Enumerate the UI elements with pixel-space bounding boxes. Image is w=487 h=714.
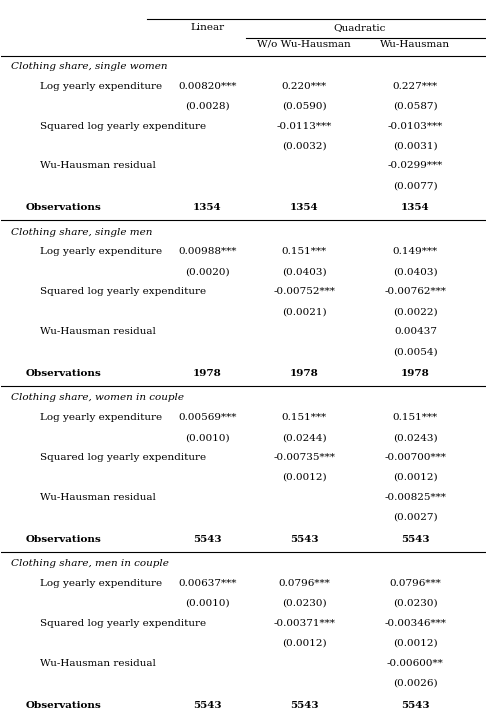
Text: Clothing share, single women: Clothing share, single women bbox=[11, 62, 168, 71]
Text: 1978: 1978 bbox=[193, 369, 222, 378]
Text: (0.0020): (0.0020) bbox=[185, 267, 229, 276]
Text: Quadratic: Quadratic bbox=[334, 23, 386, 32]
Text: (0.0403): (0.0403) bbox=[281, 267, 326, 276]
Text: -0.00371***: -0.00371*** bbox=[273, 619, 335, 628]
Text: (0.0031): (0.0031) bbox=[393, 141, 438, 151]
Text: -0.0103***: -0.0103*** bbox=[388, 121, 443, 131]
Text: -0.00700***: -0.00700*** bbox=[384, 453, 447, 462]
Text: 1354: 1354 bbox=[401, 203, 430, 212]
Text: Squared log yearly expenditure: Squared log yearly expenditure bbox=[40, 121, 206, 131]
Text: Observations: Observations bbox=[26, 535, 101, 544]
Text: W/o Wu-Hausman: W/o Wu-Hausman bbox=[257, 39, 351, 49]
Text: 0.151***: 0.151*** bbox=[393, 413, 438, 422]
Text: 0.0796***: 0.0796*** bbox=[278, 579, 330, 588]
Text: -0.00346***: -0.00346*** bbox=[384, 619, 447, 628]
Text: (0.0010): (0.0010) bbox=[185, 433, 229, 442]
Text: (0.0244): (0.0244) bbox=[281, 433, 326, 442]
Text: Wu-Hausman residual: Wu-Hausman residual bbox=[40, 658, 156, 668]
Text: Wu-Hausman residual: Wu-Hausman residual bbox=[40, 327, 156, 336]
Text: (0.0028): (0.0028) bbox=[185, 101, 229, 111]
Text: 0.00569***: 0.00569*** bbox=[178, 413, 236, 422]
Text: 0.151***: 0.151*** bbox=[281, 413, 327, 422]
Text: Log yearly expenditure: Log yearly expenditure bbox=[40, 579, 162, 588]
Text: 1978: 1978 bbox=[401, 369, 430, 378]
Text: Clothing share, women in couple: Clothing share, women in couple bbox=[11, 393, 184, 402]
Text: Wu-Hausman residual: Wu-Hausman residual bbox=[40, 161, 156, 171]
Text: Log yearly expenditure: Log yearly expenditure bbox=[40, 413, 162, 422]
Text: (0.0012): (0.0012) bbox=[393, 473, 438, 482]
Text: (0.0012): (0.0012) bbox=[281, 638, 326, 648]
Text: -0.0113***: -0.0113*** bbox=[277, 121, 332, 131]
Text: 5543: 5543 bbox=[193, 700, 222, 710]
Text: (0.0027): (0.0027) bbox=[393, 513, 438, 522]
Text: (0.0012): (0.0012) bbox=[393, 638, 438, 648]
Text: -0.0299***: -0.0299*** bbox=[388, 161, 443, 171]
Text: 5543: 5543 bbox=[290, 535, 318, 544]
Text: (0.0054): (0.0054) bbox=[393, 347, 438, 356]
Text: 1354: 1354 bbox=[290, 203, 318, 212]
Text: -0.00825***: -0.00825*** bbox=[384, 493, 447, 502]
Text: -0.00600**: -0.00600** bbox=[387, 658, 444, 668]
Text: (0.0403): (0.0403) bbox=[393, 267, 438, 276]
Text: 0.227***: 0.227*** bbox=[393, 82, 438, 91]
Text: Log yearly expenditure: Log yearly expenditure bbox=[40, 248, 162, 256]
Text: 0.00637***: 0.00637*** bbox=[178, 579, 236, 588]
Text: (0.0243): (0.0243) bbox=[393, 433, 438, 442]
Text: 0.00437: 0.00437 bbox=[394, 327, 437, 336]
Text: 5543: 5543 bbox=[401, 535, 430, 544]
Text: Clothing share, single men: Clothing share, single men bbox=[11, 228, 152, 236]
Text: (0.0587): (0.0587) bbox=[393, 101, 438, 111]
Text: (0.0022): (0.0022) bbox=[393, 307, 438, 316]
Text: 1354: 1354 bbox=[193, 203, 222, 212]
Text: 1978: 1978 bbox=[290, 369, 318, 378]
Text: (0.0012): (0.0012) bbox=[281, 473, 326, 482]
Text: 5543: 5543 bbox=[290, 700, 318, 710]
Text: Observations: Observations bbox=[26, 700, 101, 710]
Text: 0.220***: 0.220*** bbox=[281, 82, 327, 91]
Text: Squared log yearly expenditure: Squared log yearly expenditure bbox=[40, 287, 206, 296]
Text: (0.0010): (0.0010) bbox=[185, 599, 229, 608]
Text: -0.00762***: -0.00762*** bbox=[384, 287, 447, 296]
Text: Linear: Linear bbox=[190, 23, 224, 32]
Text: Observations: Observations bbox=[26, 203, 101, 212]
Text: 0.151***: 0.151*** bbox=[281, 248, 327, 256]
Text: 5543: 5543 bbox=[401, 700, 430, 710]
Text: (0.0026): (0.0026) bbox=[393, 678, 438, 688]
Text: Squared log yearly expenditure: Squared log yearly expenditure bbox=[40, 619, 206, 628]
Text: Wu-Hausman: Wu-Hausman bbox=[380, 39, 450, 49]
Text: (0.0230): (0.0230) bbox=[393, 599, 438, 608]
Text: Wu-Hausman residual: Wu-Hausman residual bbox=[40, 493, 156, 502]
Text: 5543: 5543 bbox=[193, 535, 222, 544]
Text: (0.0230): (0.0230) bbox=[281, 599, 326, 608]
Text: (0.0032): (0.0032) bbox=[281, 141, 326, 151]
Text: -0.00735***: -0.00735*** bbox=[273, 453, 335, 462]
Text: Clothing share, men in couple: Clothing share, men in couple bbox=[11, 559, 169, 568]
Text: (0.0077): (0.0077) bbox=[393, 181, 438, 191]
Text: 0.0796***: 0.0796*** bbox=[390, 579, 441, 588]
Text: Log yearly expenditure: Log yearly expenditure bbox=[40, 82, 162, 91]
Text: -0.00752***: -0.00752*** bbox=[273, 287, 335, 296]
Text: Observations: Observations bbox=[26, 369, 101, 378]
Text: 0.00820***: 0.00820*** bbox=[178, 82, 236, 91]
Text: 0.149***: 0.149*** bbox=[393, 248, 438, 256]
Text: 0.00988***: 0.00988*** bbox=[178, 248, 236, 256]
Text: Squared log yearly expenditure: Squared log yearly expenditure bbox=[40, 453, 206, 462]
Text: (0.0590): (0.0590) bbox=[281, 101, 326, 111]
Text: (0.0021): (0.0021) bbox=[281, 307, 326, 316]
